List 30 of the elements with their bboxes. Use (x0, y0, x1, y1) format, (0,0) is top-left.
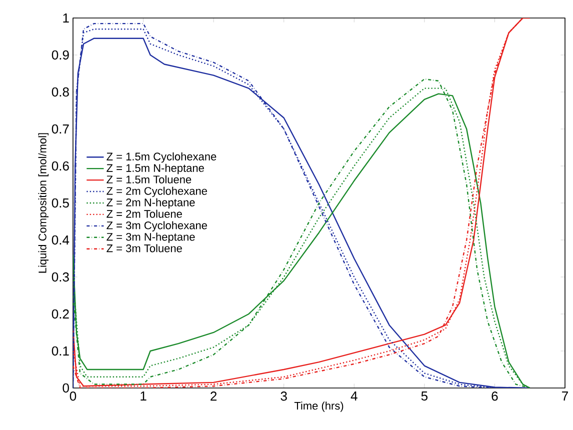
x-tick-label: 2 (210, 392, 217, 401)
legend-label: Z = 2m N-heptane (106, 198, 195, 208)
x-tick-label: 7 (562, 392, 568, 400)
x-tick-label: 0 (70, 392, 76, 401)
legend-label: Z = 3m Toluene (106, 244, 182, 252)
y-tick-label: 0.2 (52, 309, 69, 319)
y-tick-label: 0.9 (52, 50, 69, 60)
y-tick-label: 0 (62, 383, 69, 393)
legend-label: Z = 3m Cyclohexane (106, 221, 207, 232)
legend-label: Z = 3m N-heptane (106, 232, 195, 243)
x-axis-title: Time (hrs) (294, 402, 344, 412)
legend-label: Z = 2m Toluene (106, 210, 182, 218)
y-tick-label: 0.7 (52, 124, 69, 134)
y-tick-label: 1 (63, 14, 69, 22)
y-axis-title: Liquid Composition [mol/mol] (38, 133, 49, 273)
x-tick-label: 6 (492, 392, 498, 401)
y-tick-label: 0.1 (52, 346, 69, 356)
x-tick-label: 1 (140, 392, 146, 400)
y-tick-label: 0.4 (52, 235, 70, 245)
x-tick-label: 4 (350, 392, 358, 400)
y-tick-label: 0.6 (52, 161, 69, 171)
x-tick-label: 5 (421, 392, 428, 401)
legend-label: Z = 1.5m N-heptane (106, 164, 204, 174)
legend-label: Z = 2m Cyclohexane (106, 186, 207, 198)
y-tick-label: 0.5 (52, 198, 69, 208)
y-tick-label: 0.8 (52, 87, 69, 97)
x-tick-label: 3 (280, 392, 287, 401)
y-tick-label: 0.3 (52, 272, 69, 282)
legend-label: Z = 1.5m Toluene (106, 175, 192, 184)
legend-label: Z = 1.5m Cyclohexane (106, 152, 216, 163)
